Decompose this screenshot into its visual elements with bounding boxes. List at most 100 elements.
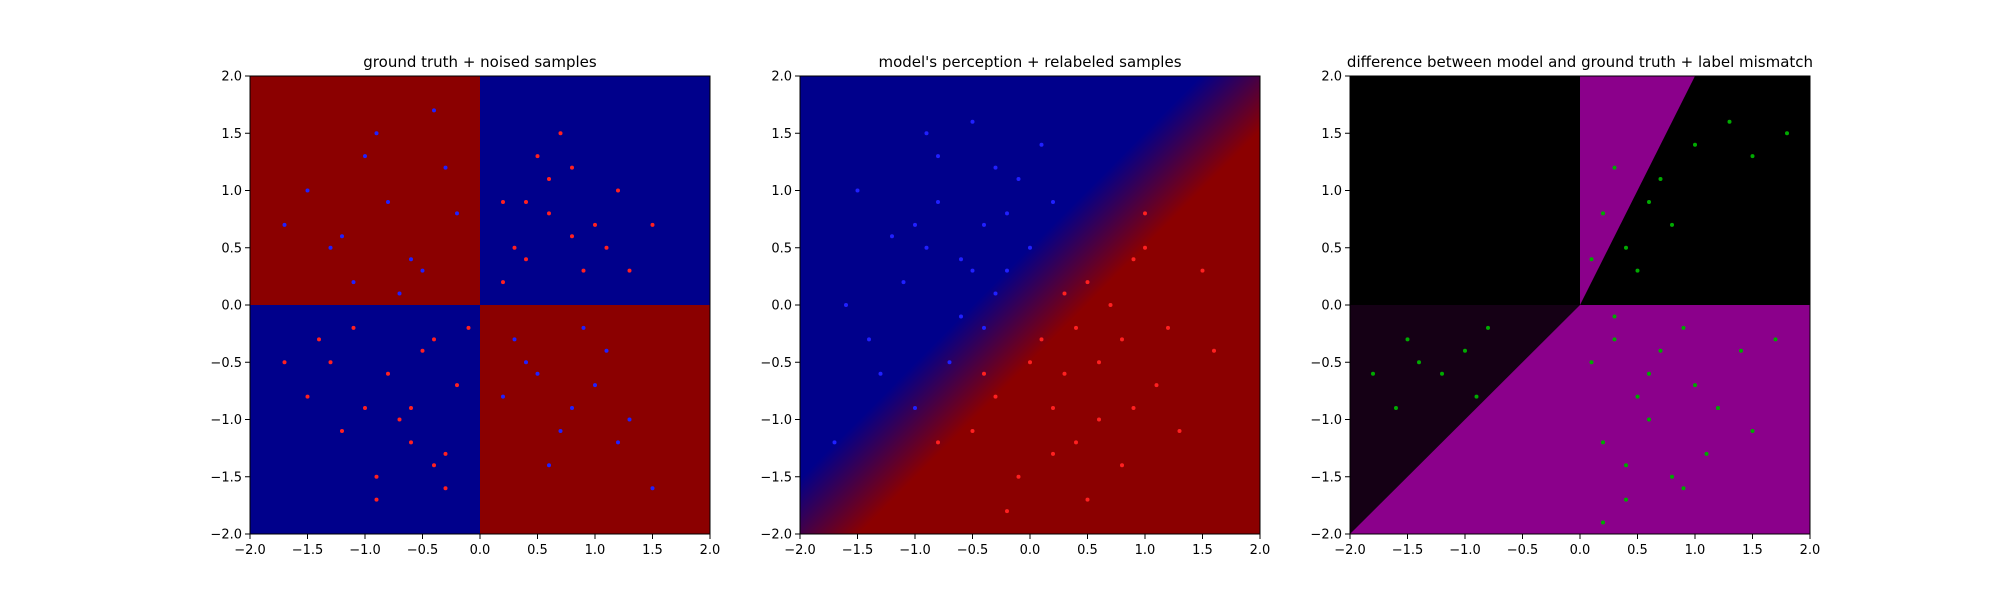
point-s2-12 <box>878 371 883 376</box>
point-s2-0 <box>890 234 894 239</box>
x-tick-label: −0.5 <box>957 543 989 558</box>
point-s2-14 <box>547 463 551 468</box>
point-s2-21 <box>432 108 436 113</box>
point-s1-3 <box>1062 371 1067 376</box>
point-s1-28 <box>374 497 379 502</box>
point-s1-27 <box>1417 360 1421 365</box>
point-s1-1 <box>363 406 367 411</box>
region-top-right <box>480 76 710 305</box>
point-s1-33 <box>650 222 655 227</box>
point-s1-29 <box>1371 371 1375 376</box>
point-s1-10 <box>512 245 517 250</box>
point-s1-25 <box>409 406 413 411</box>
point-s1-5 <box>1166 325 1170 330</box>
x-tick-label: −2.0 <box>1334 543 1366 558</box>
x-tick-label: 2.0 <box>700 543 721 558</box>
point-s1-2 <box>1143 245 1147 250</box>
point-s1-17 <box>1120 463 1124 468</box>
x-tick-label: −1.0 <box>899 543 931 558</box>
point-s2-11 <box>570 406 574 411</box>
region-top-left <box>250 76 480 305</box>
point-s2-7 <box>282 222 287 227</box>
point-s2-2 <box>420 268 425 273</box>
y-tick-label: −1.0 <box>760 413 792 428</box>
point-s1-13 <box>1647 371 1651 376</box>
y-tick-label: 2.0 <box>221 70 242 85</box>
point-s1-17 <box>1635 394 1640 399</box>
point-s1-5 <box>351 325 356 330</box>
point-s2-2 <box>970 268 975 273</box>
point-s1-21 <box>386 371 390 376</box>
point-s1-8 <box>305 394 310 399</box>
point-s1-2 <box>409 440 413 445</box>
x-tick-label: −1.5 <box>1392 543 1424 558</box>
y-tick-label: 1.0 <box>771 184 792 199</box>
point-s1-28 <box>1474 394 1479 399</box>
point-s1-21 <box>1704 451 1709 456</box>
point-s1-10 <box>1200 268 1205 273</box>
y-tick-label: −0.5 <box>1310 356 1342 371</box>
panel-title: ground truth + noised samples <box>363 53 597 71</box>
point-s1-18 <box>1177 428 1182 433</box>
x-tick-label: 0.5 <box>1077 543 1098 558</box>
y-tick-label: −1.0 <box>210 413 242 428</box>
point-s1-18 <box>593 222 597 227</box>
point-s1-0 <box>328 360 333 365</box>
point-s1-29 <box>432 463 436 468</box>
point-s2-15 <box>593 383 597 388</box>
point-s1-0 <box>1601 211 1605 216</box>
x-tick-label: 2.0 <box>1250 543 1271 558</box>
y-tick-label: 1.5 <box>1321 127 1342 142</box>
region-bottom-right <box>480 305 710 534</box>
point-s1-2 <box>1647 199 1651 204</box>
point-s1-1 <box>1624 245 1628 250</box>
panel-title: model's perception + relabeled samples <box>878 53 1181 71</box>
point-s1-32 <box>1647 417 1651 422</box>
y-tick-label: −0.5 <box>760 356 792 371</box>
point-s1-16 <box>501 280 505 285</box>
point-s1-13 <box>1108 303 1113 307</box>
point-s1-19 <box>1085 497 1090 502</box>
point-s2-17 <box>936 154 940 159</box>
point-s1-26 <box>466 325 471 330</box>
point-s2-9 <box>351 280 356 285</box>
point-s1-16 <box>1601 440 1605 445</box>
point-s1-9 <box>1727 119 1732 124</box>
point-s1-11 <box>1785 131 1789 136</box>
point-s1-20 <box>420 348 425 353</box>
point-s2-24 <box>535 371 540 376</box>
point-s1-4 <box>1097 417 1101 422</box>
point-s2-17 <box>501 394 505 399</box>
y-tick-label: −1.5 <box>1310 470 1342 485</box>
point-s1-16 <box>1016 474 1021 479</box>
point-s1-14 <box>1681 325 1686 330</box>
point-s2-19 <box>867 337 871 342</box>
y-tick-label: 0.5 <box>1321 241 1342 256</box>
point-s1-23 <box>443 451 448 456</box>
point-s2-19 <box>627 417 632 422</box>
point-s2-16 <box>650 486 655 491</box>
y-tick-label: −1.5 <box>760 470 792 485</box>
region-match-wedge-lower <box>1350 305 1580 534</box>
point-s2-7 <box>913 222 917 227</box>
point-s2-23 <box>397 291 402 296</box>
region-upper <box>800 76 1260 534</box>
point-s1-29 <box>1074 440 1078 445</box>
y-tick-label: 1.5 <box>221 127 242 142</box>
point-s2-25 <box>832 440 837 445</box>
point-s2-13 <box>512 337 517 342</box>
point-s1-15 <box>1716 406 1720 411</box>
point-s1-23 <box>1212 348 1216 353</box>
x-tick-label: 1.0 <box>1685 543 1706 558</box>
point-s2-20 <box>363 154 367 159</box>
point-s2-4 <box>305 188 310 193</box>
x-tick-label: 0.0 <box>1570 543 1591 558</box>
x-tick-label: −1.0 <box>349 543 381 558</box>
point-s1-4 <box>374 474 379 479</box>
point-s1-35 <box>570 165 574 170</box>
point-s2-6 <box>409 257 413 262</box>
y-tick-label: −0.5 <box>210 356 242 371</box>
point-s1-32 <box>547 177 551 182</box>
region-mismatch-bottom-right <box>1580 305 1810 534</box>
point-s2-18 <box>993 291 998 296</box>
